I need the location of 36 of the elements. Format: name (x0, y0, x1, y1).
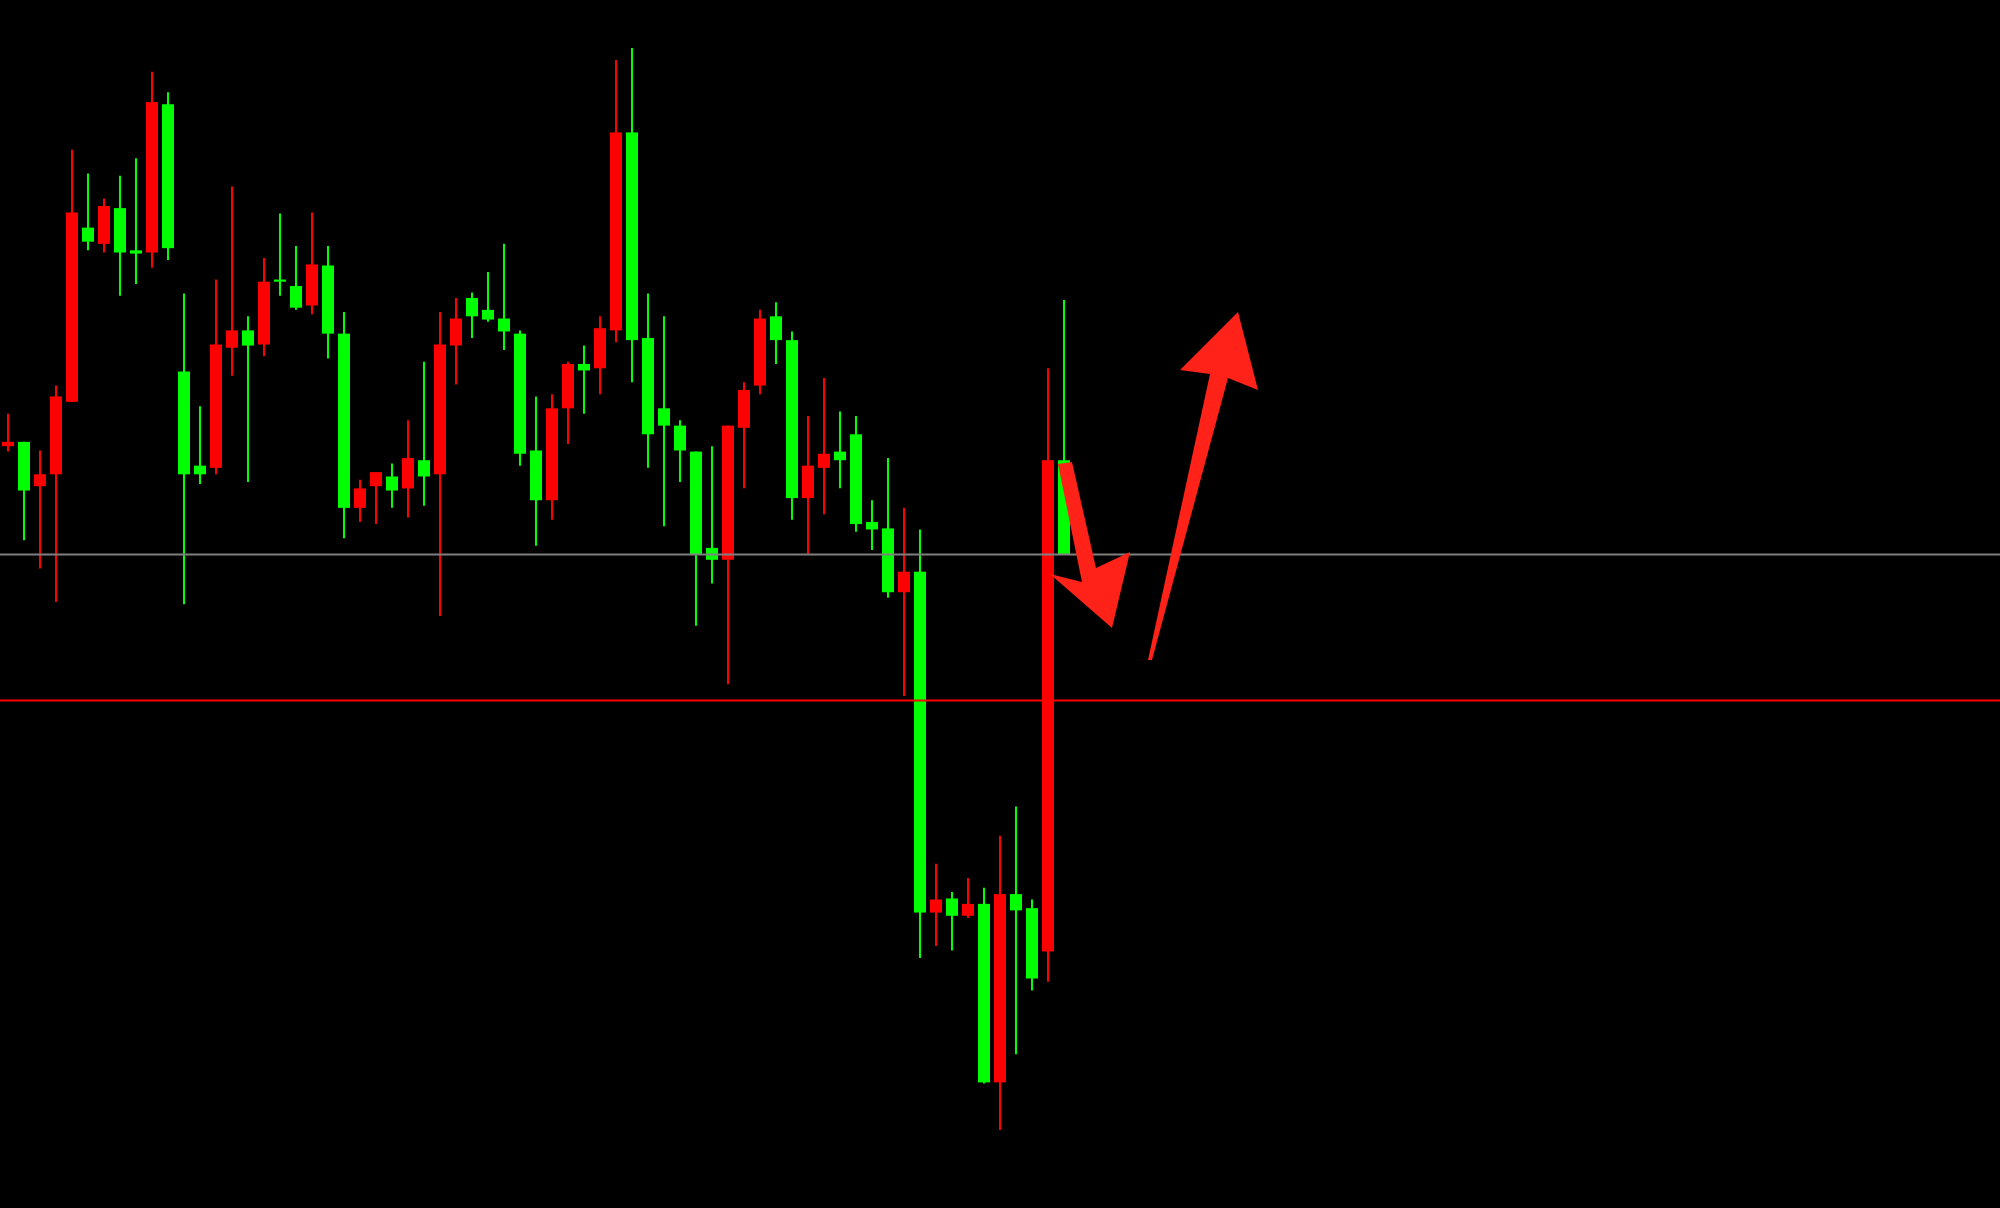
candlestick (594, 315, 606, 396)
candlestick (946, 890, 958, 952)
candlestick (82, 172, 94, 252)
candlestick (962, 876, 974, 919)
candlestick (306, 211, 318, 316)
candlestick (450, 296, 462, 386)
candlestick (402, 419, 414, 519)
candlestick (674, 419, 686, 483)
candlestick (242, 315, 254, 483)
candlestick (738, 381, 750, 490)
candlestick (34, 449, 46, 570)
candlestick (482, 270, 494, 323)
candlestick (354, 478, 366, 523)
candlestick (498, 242, 510, 351)
candlestick (386, 462, 398, 509)
candlestick (930, 862, 942, 948)
candlestick (658, 315, 670, 528)
candlestick (418, 360, 430, 507)
candlestick (578, 344, 590, 415)
candlestick (818, 377, 830, 516)
candlestick (370, 471, 382, 526)
candlestick (114, 174, 126, 297)
candlestick (2, 412, 14, 453)
candlestick (226, 185, 238, 377)
candlestick (290, 245, 302, 311)
candlestick (866, 499, 878, 552)
candlestick (98, 197, 110, 254)
candlestick (562, 360, 574, 446)
candlestick (834, 410, 846, 490)
candlestick (274, 212, 286, 297)
candlestick (802, 414, 814, 556)
candlestick (770, 301, 782, 365)
candlestick (194, 405, 206, 486)
candlestick (130, 157, 142, 285)
candlestick (1010, 805, 1022, 1056)
candlestick (466, 291, 478, 339)
